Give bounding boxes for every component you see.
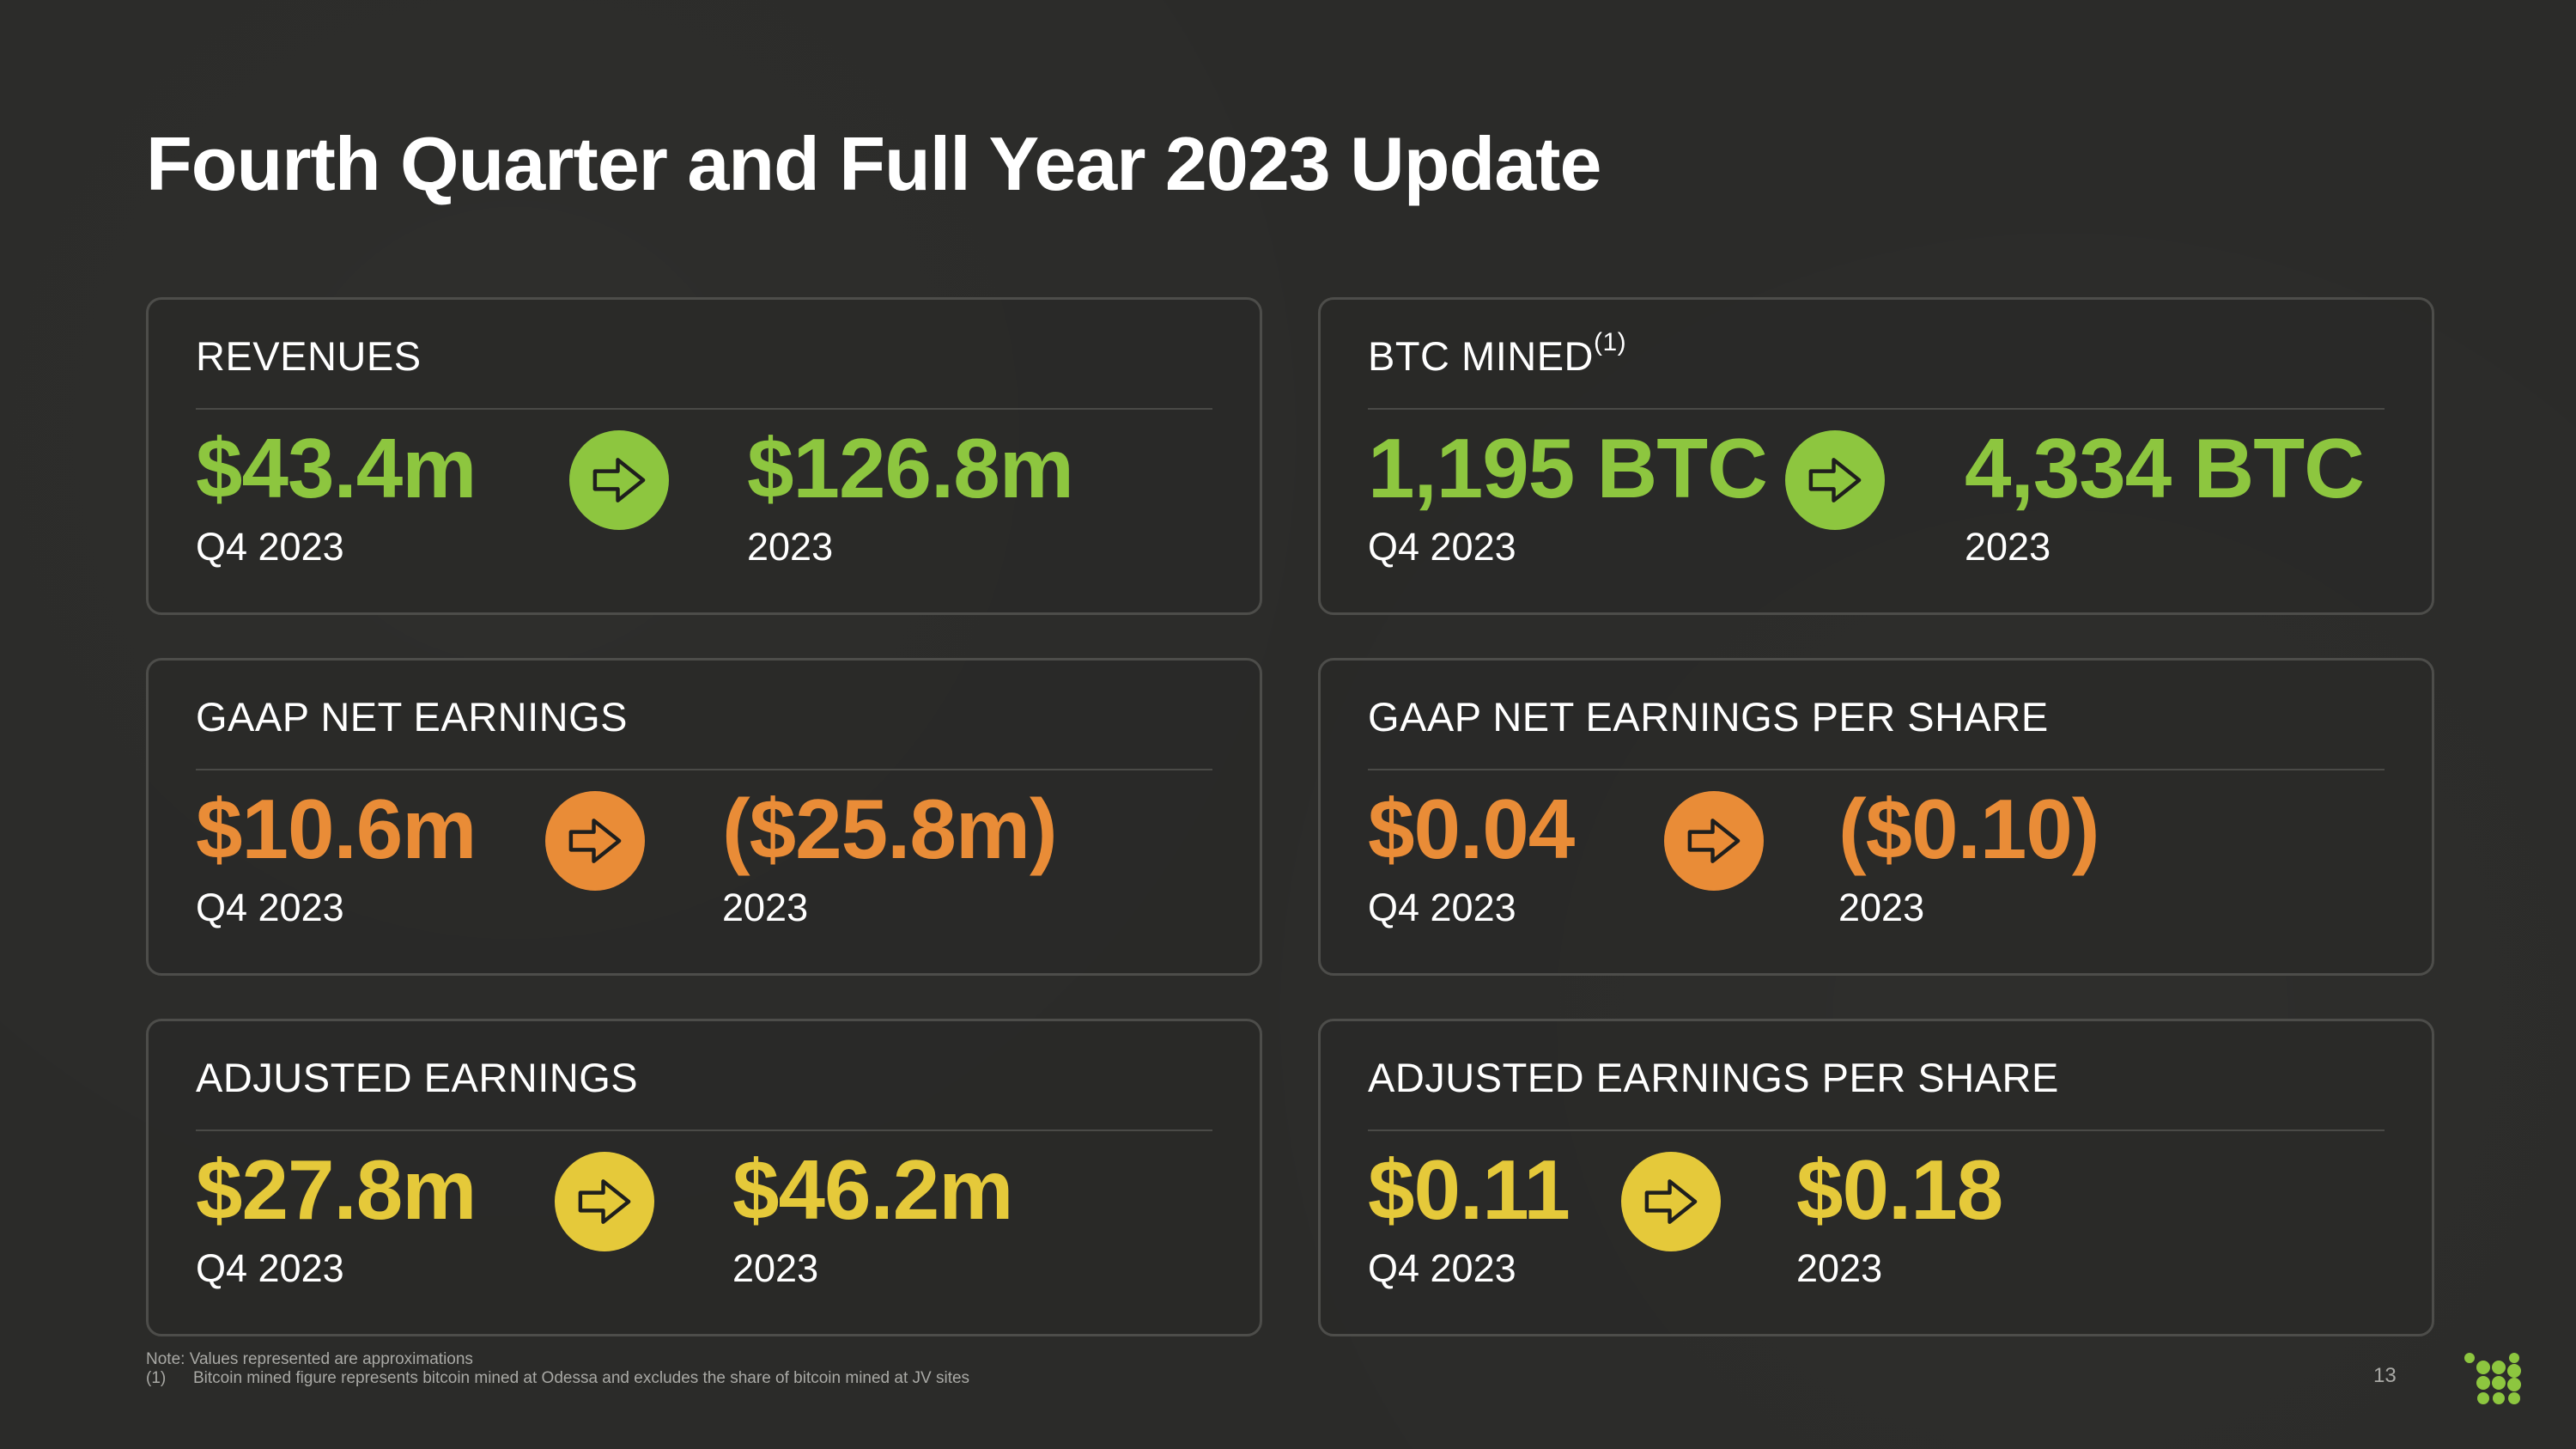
card-label: ADJUSTED EARNINGS PER SHARE [1368,1055,2059,1100]
card-divider [196,1129,1212,1131]
arrow-right-icon [545,791,645,891]
q4-period: Q4 2023 [196,1246,344,1290]
fy-period: 2023 [1965,525,2051,569]
fy-period: 2023 [722,886,809,929]
q4-value: $0.11 [1368,1142,1571,1237]
card-gaap-eps: GAAP NET EARNINGS PER SHARE $0.04 Q4 202… [1318,658,2434,976]
card-label: REVENUES [196,333,422,379]
fy-period: 2023 [1838,886,1925,929]
fy-value: $46.2m [732,1142,1013,1237]
q4-period: Q4 2023 [1368,1246,1516,1290]
q4-period: Q4 2023 [1368,886,1516,929]
fy-value: $126.8m [747,421,1074,515]
fy-period: 2023 [747,525,834,569]
arrow-right-icon [569,430,669,530]
q4-period: Q4 2023 [196,525,344,569]
arrow-right-icon [1621,1152,1721,1251]
q4-period: Q4 2023 [1368,525,1516,569]
q4-value: $0.04 [1368,782,1575,876]
footnote-ref-marker: (1) [146,1369,167,1387]
q4-value: $27.8m [196,1142,477,1237]
fy-period: 2023 [1796,1246,1883,1290]
q4-value: 1,195 BTC [1368,421,1768,515]
fy-value: 4,334 BTC [1965,421,2365,515]
arrow-right-icon [1664,791,1764,891]
arrow-right-icon [555,1152,654,1251]
card-revenues: REVENUES $43.4m Q4 2023 $126.8m 2023 [146,297,1262,615]
card-label: BTC MINED(1) [1368,328,1627,379]
card-divider [1368,408,2385,410]
fy-value: ($0.10) [1838,782,2100,876]
card-divider [196,408,1212,410]
card-btc-mined: BTC MINED(1) 1,195 BTC Q4 2023 4,334 BTC… [1318,297,2434,615]
q4-period: Q4 2023 [196,886,344,929]
footnote-ref-text: Bitcoin mined figure represents bitcoin … [193,1369,970,1387]
fy-value: ($25.8m) [722,782,1058,876]
card-divider [1368,1129,2385,1131]
card-label: ADJUSTED EARNINGS [196,1055,639,1100]
company-logo-icon [2464,1353,2521,1404]
card-divider [196,769,1212,770]
card-divider [1368,769,2385,770]
page-number: 13 [2373,1364,2397,1387]
arrow-right-icon [1785,430,1885,530]
fy-value: $0.18 [1796,1142,2003,1237]
card-label: GAAP NET EARNINGS [196,694,629,740]
slide-title: Fourth Quarter and Full Year 2023 Update [146,121,1601,206]
fy-period: 2023 [732,1246,819,1290]
footnote-note: Note: Values represented are approximati… [146,1350,473,1368]
card-gaap-net-earnings: GAAP NET EARNINGS $10.6m Q4 2023 ($25.8m… [146,658,1262,976]
card-adjusted-earnings: ADJUSTED EARNINGS $27.8m Q4 2023 $46.2m … [146,1019,1262,1336]
card-adjusted-eps: ADJUSTED EARNINGS PER SHARE $0.11 Q4 202… [1318,1019,2434,1336]
card-label: GAAP NET EARNINGS PER SHARE [1368,694,2049,740]
q4-value: $10.6m [196,782,477,876]
footnote-ref: (1) [1594,328,1627,357]
q4-value: $43.4m [196,421,477,515]
